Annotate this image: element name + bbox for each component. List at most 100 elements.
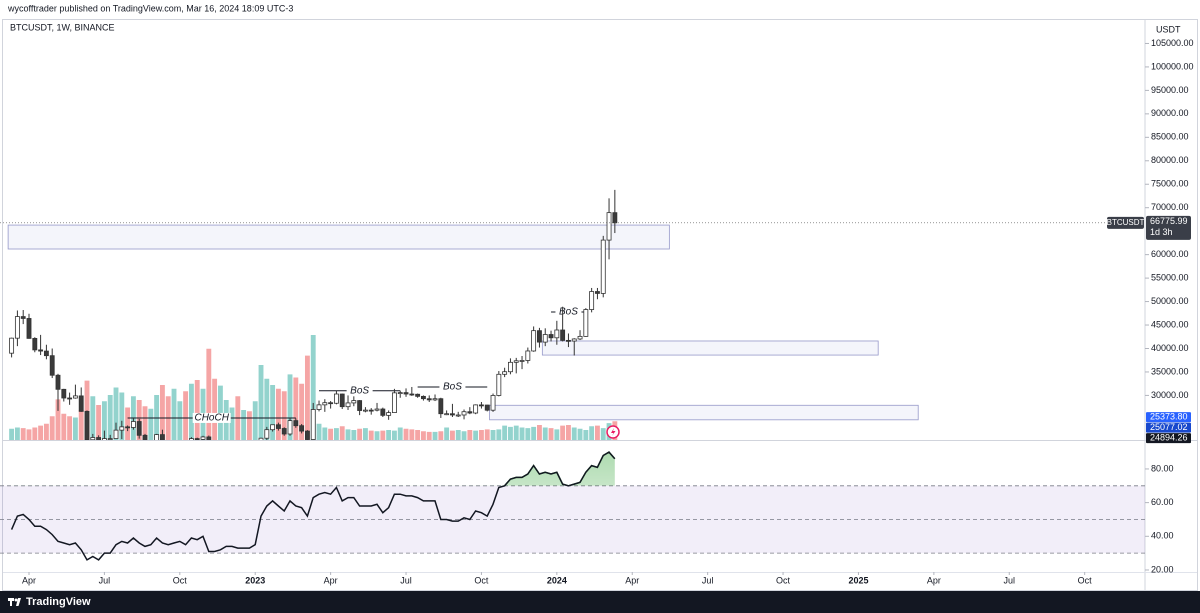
- x-tick-label: Oct: [474, 575, 489, 585]
- candle-body: [345, 402, 351, 408]
- volume-bar: [531, 426, 537, 440]
- candle-body: [107, 438, 113, 440]
- y-tick-label: 75000.00: [1151, 179, 1189, 189]
- volume-bar: [299, 383, 305, 440]
- volume-bar: [43, 423, 49, 440]
- volume-bar: [84, 380, 90, 440]
- volume-bar: [438, 431, 444, 440]
- volume-bar: [287, 374, 293, 440]
- header: wycofftrader published on TradingView.co…: [7, 3, 293, 13]
- y-tick-label: 30000.00: [1151, 390, 1189, 400]
- volume-bar: [188, 383, 194, 440]
- candle-body: [316, 404, 322, 410]
- rsi-tick-label: 40.00: [1151, 531, 1174, 541]
- volume-bar: [148, 408, 154, 440]
- volume-bar: [484, 429, 490, 440]
- volume-bar: [125, 407, 131, 440]
- candle-body: [548, 334, 554, 339]
- candle-body: [188, 438, 194, 440]
- volume-bar: [49, 416, 55, 440]
- price-pane: BoS BoS BoS CHoCH: [0, 189, 1145, 440]
- candle-body: [67, 397, 73, 400]
- candle-body: [72, 395, 78, 399]
- y-tick-label: 50000.00: [1151, 296, 1189, 306]
- volume-bar: [386, 430, 392, 440]
- rsi-line: [10, 451, 616, 561]
- candle-body: [55, 374, 61, 390]
- volume-bar: [566, 425, 571, 440]
- zone: [489, 404, 919, 421]
- symbol-title: BTCUSDT, 1W, BINANCE: [10, 22, 115, 32]
- candle-body: [142, 434, 148, 440]
- candle-body: [560, 329, 566, 341]
- volume-bar: [345, 429, 351, 440]
- volume-bar: [368, 430, 374, 440]
- candle-body: [409, 393, 415, 396]
- rsi-pane: [0, 451, 1145, 561]
- candle-body: [537, 330, 542, 343]
- volume-bar: [212, 378, 218, 440]
- volume-bar: [26, 429, 32, 440]
- footer-brand: TradingView: [26, 596, 91, 608]
- candle-body: [571, 338, 577, 342]
- candle-body: [368, 409, 374, 412]
- candle-body: [113, 429, 119, 439]
- volume-bar: [316, 423, 322, 440]
- candle-body: [125, 426, 131, 429]
- candle-body: [357, 400, 363, 411]
- overbought-fill: [11, 452, 615, 486]
- candle-body: [455, 414, 461, 417]
- candle-body: [287, 420, 293, 435]
- annotation-bg: [439, 381, 466, 392]
- candle-body: [415, 393, 421, 397]
- volume-bar: [542, 427, 548, 440]
- candle-body: [304, 430, 310, 440]
- last-price-label: 66775.99: [1150, 216, 1188, 226]
- volume-bar: [119, 392, 125, 440]
- candle-body: [397, 392, 403, 395]
- candle-body: [264, 429, 270, 439]
- volume-bar: [96, 405, 102, 440]
- candle-body: [32, 338, 38, 351]
- annotation-bg: [555, 306, 582, 317]
- candle-body: [270, 424, 276, 431]
- volume-bar: [241, 410, 247, 440]
- volume-bar: [72, 417, 78, 440]
- candle-body: [438, 398, 444, 415]
- y-tick-label: 90000.00: [1151, 108, 1189, 118]
- candle-body: [391, 392, 397, 413]
- y-tick-label: 105000.00: [1151, 38, 1194, 48]
- x-tick-label: Jul: [400, 575, 412, 585]
- candle-body: [293, 420, 299, 427]
- volume-bar: [519, 427, 525, 440]
- volume-bar: [455, 430, 461, 440]
- volume-bar: [328, 428, 334, 440]
- candle-body: [101, 438, 107, 440]
- candle-body: [496, 373, 502, 396]
- volume-bar: [322, 427, 328, 440]
- candle-body: [595, 291, 600, 294]
- x-tick-label: Oct: [173, 575, 188, 585]
- volume-bar: [90, 396, 96, 440]
- footer-bar: [0, 591, 1200, 613]
- volume-bar: [183, 391, 189, 440]
- x-tick-label: Apr: [625, 575, 639, 585]
- candle-body: [566, 339, 571, 342]
- candle-body: [14, 316, 20, 339]
- candle-body: [310, 409, 316, 440]
- volume-bar: [362, 428, 368, 440]
- candle-body: [420, 395, 426, 400]
- volume-bar: [333, 428, 339, 440]
- volume-bar: [14, 427, 20, 440]
- price-label-bg: [1146, 412, 1191, 423]
- volume-bar: [467, 430, 473, 440]
- last-price-bg: [1146, 215, 1191, 240]
- volume-bar: [507, 426, 513, 440]
- axes: 105000.00 100000.00 95000.00 90000.00 85000.…: [22, 38, 1194, 586]
- volume-bar: [577, 428, 583, 440]
- candle-body: [322, 402, 328, 406]
- candle-body: [380, 408, 386, 416]
- candle-body: [403, 392, 409, 395]
- volume-bar: [478, 430, 484, 440]
- volume-bar: [513, 425, 519, 440]
